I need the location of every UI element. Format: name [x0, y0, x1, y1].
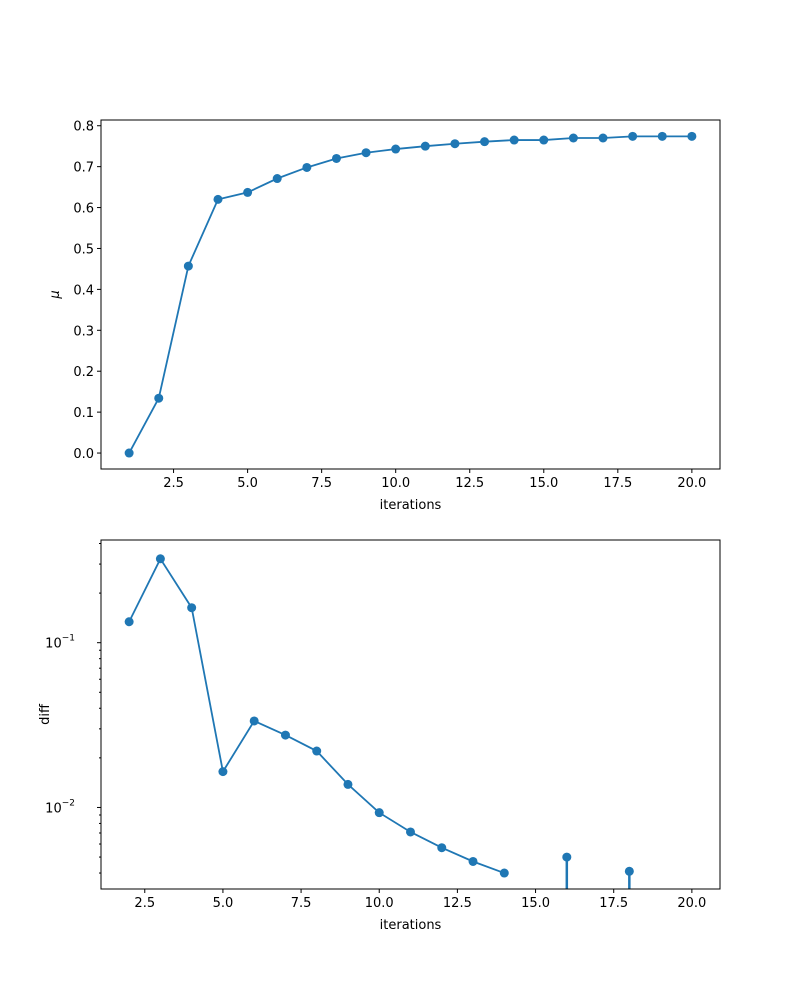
data-point — [437, 843, 447, 853]
x-tick-label: 7.5 — [291, 896, 312, 911]
y-axis-label: diff — [38, 703, 53, 725]
x-tick-label: 10.0 — [381, 476, 410, 491]
data-point — [406, 827, 415, 837]
data-point — [598, 133, 608, 143]
x-tick-label: 17.5 — [599, 896, 628, 911]
y-tick-label: 0.8 — [73, 120, 94, 135]
x-tick-label: 12.5 — [443, 896, 472, 911]
x-tick-label: 15.0 — [529, 476, 558, 491]
data-point — [420, 141, 430, 151]
data-point — [154, 393, 164, 403]
data-point — [624, 866, 634, 876]
data-point — [343, 779, 353, 789]
data-point — [509, 135, 519, 145]
data-point — [499, 868, 509, 878]
data-point — [187, 603, 197, 613]
x-tick-label: 2.5 — [163, 476, 184, 491]
data-point — [312, 746, 322, 756]
data-point — [562, 852, 572, 862]
x-tick-label: 5.0 — [237, 476, 258, 491]
x-tick-label: 15.0 — [521, 896, 550, 911]
x-tick-label: 7.5 — [311, 476, 332, 491]
data-point — [302, 162, 312, 172]
x-tick-label: 17.5 — [603, 476, 632, 491]
plot-frame — [100, 119, 721, 470]
y-tick-label: 0.1 — [73, 406, 94, 421]
data-point — [361, 148, 371, 158]
plot-frame — [100, 539, 721, 890]
series-line — [128, 135, 692, 454]
x-axis-label: iterations — [380, 498, 442, 513]
data-point — [539, 135, 549, 145]
y-axis-label: μ — [48, 290, 63, 299]
x-tick-label: 10.0 — [365, 896, 394, 911]
data-point — [124, 617, 134, 627]
series-line — [128, 556, 505, 874]
y-tick-label: 0.0 — [73, 447, 94, 462]
x-tick-label: 20.0 — [677, 896, 706, 911]
x-tick-label: 12.5 — [455, 476, 484, 491]
data-point — [331, 153, 341, 163]
data-point — [183, 261, 193, 271]
y-tick-label: 0.5 — [73, 242, 94, 257]
y-tick-label: 0.2 — [73, 365, 94, 380]
data-point — [249, 716, 259, 726]
y-tick-label: 0.3 — [73, 324, 94, 339]
y-tick-label: 0.4 — [73, 283, 94, 298]
data-point — [213, 194, 223, 204]
data-point — [155, 554, 165, 564]
x-tick-label: 20.0 — [677, 476, 706, 491]
data-point — [243, 187, 253, 197]
data-point — [687, 131, 697, 141]
data-point — [468, 856, 478, 866]
data-point — [657, 131, 667, 141]
y-tick-label: 10−1 — [45, 634, 75, 652]
data-point — [280, 730, 290, 740]
data-point — [124, 448, 134, 458]
y-tick-label: 0.7 — [73, 161, 94, 176]
data-point — [391, 144, 401, 154]
data-point — [218, 767, 228, 777]
mu-vs-iterations-chart: 2.5 5.0 7.5 10.0 12.5 15.0 17.5 20.0 0.0 0.1 0.2 0.… — [48, 119, 721, 513]
data-point — [568, 133, 578, 143]
data-point — [480, 137, 490, 147]
data-point — [272, 174, 282, 184]
data-point — [374, 808, 384, 818]
y-tick-label: 10−2 — [45, 798, 75, 816]
x-tick-label: 5.0 — [213, 896, 234, 911]
y-tick-label: 0.6 — [73, 202, 94, 217]
diff-vs-iterations-chart: 2.5 5.0 7.5 10.0 12.5 15.0 17.5 20.0 10−2 10−1 ite… — [38, 539, 721, 933]
data-point — [450, 139, 460, 149]
data-point — [628, 131, 638, 141]
x-tick-label: 2.5 — [134, 896, 155, 911]
x-axis-label: iterations — [380, 918, 442, 933]
